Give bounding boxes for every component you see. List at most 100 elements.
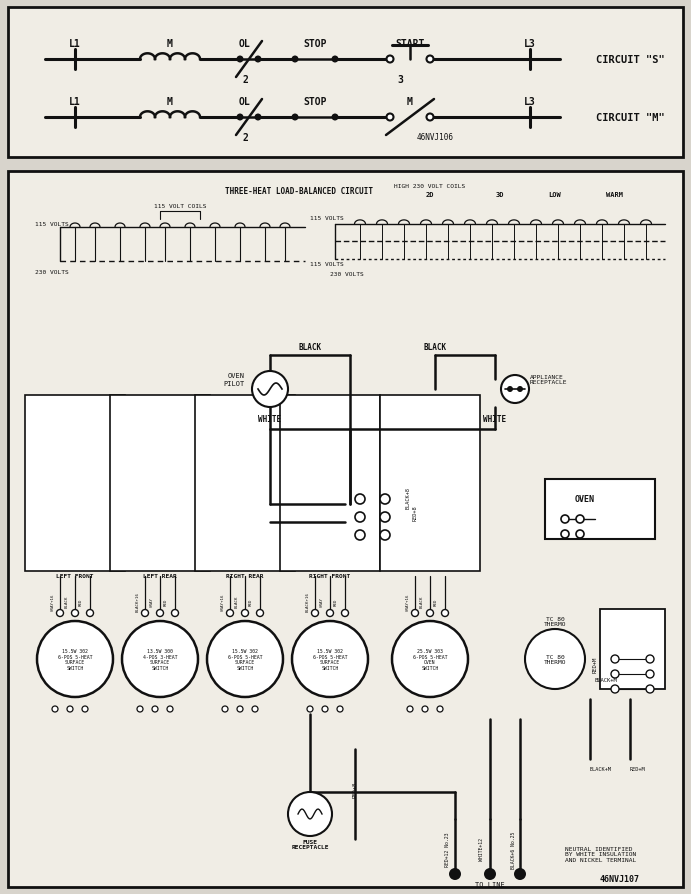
Text: GRAY: GRAY [320, 596, 324, 606]
Circle shape [501, 375, 529, 403]
Text: LEFT FRONT: LEFT FRONT [56, 574, 94, 578]
Text: APPLIANCE
RECEPTACLE: APPLIANCE RECEPTACLE [530, 375, 567, 385]
Text: L3: L3 [524, 39, 536, 49]
Text: 230 VOLTS: 230 VOLTS [35, 269, 68, 274]
Text: TO LINE: TO LINE [475, 881, 505, 887]
Circle shape [254, 56, 261, 63]
Bar [280, 395, 380, 571]
Text: OVEN: OVEN [575, 495, 595, 504]
Circle shape [307, 706, 313, 713]
Text: LEFT REAR: LEFT REAR [143, 574, 177, 578]
Circle shape [332, 56, 339, 63]
Text: RED+8: RED+8 [413, 504, 417, 520]
Text: 115 VOLTS: 115 VOLTS [35, 221, 68, 226]
Text: HIGH 230 VOLT COILS: HIGH 230 VOLT COILS [395, 184, 466, 190]
Circle shape [386, 114, 393, 122]
Text: L1: L1 [69, 39, 81, 49]
Text: BLACK: BLACK [424, 343, 446, 352]
Circle shape [322, 706, 328, 713]
Circle shape [122, 621, 198, 697]
Text: 115 VOLTS: 115 VOLTS [310, 261, 343, 266]
Circle shape [86, 610, 93, 617]
Text: L1: L1 [69, 97, 81, 107]
Circle shape [437, 706, 443, 713]
Circle shape [426, 56, 433, 63]
Text: GRAY+16: GRAY+16 [406, 593, 410, 610]
Bar [25, 395, 125, 571]
Text: BLACK: BLACK [235, 595, 239, 608]
Circle shape [355, 494, 365, 504]
Circle shape [222, 706, 228, 713]
Circle shape [292, 114, 299, 122]
Text: M: M [407, 97, 413, 107]
Text: 15.5W 302
6-POS 5-HEAT
SURFACE
SWITCH: 15.5W 302 6-POS 5-HEAT SURFACE SWITCH [228, 648, 263, 670]
Text: 2D: 2D [426, 192, 434, 198]
Circle shape [341, 610, 348, 617]
Text: RED+8: RED+8 [352, 781, 357, 797]
Text: RED+M: RED+M [630, 767, 645, 772]
Circle shape [380, 530, 390, 540]
Text: FUSE
RECEPTACLE: FUSE RECEPTACLE [291, 839, 329, 849]
Text: WHITE: WHITE [484, 415, 507, 424]
Circle shape [236, 114, 243, 122]
Text: BLACK+16: BLACK+16 [306, 591, 310, 611]
Circle shape [82, 706, 88, 713]
Text: 115 VOLTS: 115 VOLTS [310, 216, 343, 221]
Text: RIGHT REAR: RIGHT REAR [226, 574, 264, 578]
Text: THREE-HEAT LOAD-BALANCED CIRCUIT: THREE-HEAT LOAD-BALANCED CIRCUIT [225, 187, 373, 197]
Circle shape [327, 610, 334, 617]
Text: 15.5W 302
6-POS 5-HEAT
SURFACE
SWITCH: 15.5W 302 6-POS 5-HEAT SURFACE SWITCH [313, 648, 348, 670]
Text: 13.5W 300
4-POS 3-HEAT
SURFACE
SWITCH: 13.5W 300 4-POS 3-HEAT SURFACE SWITCH [143, 648, 178, 670]
Circle shape [386, 56, 393, 63]
Text: TC 80
THERMO: TC 80 THERMO [544, 616, 566, 627]
Text: 15.5W 302
6-POS 5-HEAT
SURFACE
SWITCH: 15.5W 302 6-POS 5-HEAT SURFACE SWITCH [58, 648, 93, 670]
Circle shape [57, 610, 64, 617]
Circle shape [611, 685, 619, 693]
Text: TC 80
THERMO: TC 80 THERMO [544, 654, 566, 664]
Circle shape [252, 706, 258, 713]
Circle shape [237, 706, 243, 713]
Circle shape [392, 621, 468, 697]
Text: M: M [167, 97, 173, 107]
Text: 230 VOLTS: 230 VOLTS [330, 271, 363, 276]
Circle shape [646, 685, 654, 693]
Circle shape [256, 610, 263, 617]
Text: OL: OL [239, 97, 251, 107]
Text: LOW: LOW [549, 192, 561, 198]
Circle shape [37, 621, 113, 697]
Circle shape [71, 610, 79, 617]
Text: RIGHT FRONT: RIGHT FRONT [310, 574, 350, 578]
Circle shape [426, 114, 433, 122]
Text: CIRCUIT "M": CIRCUIT "M" [596, 113, 664, 122]
Text: BLACK+16: BLACK+16 [136, 591, 140, 611]
Circle shape [442, 610, 448, 617]
Text: 46NVJ106: 46NVJ106 [417, 133, 453, 142]
Text: START: START [395, 39, 425, 49]
Text: GRAY+16: GRAY+16 [221, 593, 225, 610]
Text: BLACK: BLACK [299, 343, 321, 352]
Circle shape [137, 706, 143, 713]
Bar [8, 172, 683, 887]
Circle shape [517, 386, 523, 392]
Text: 2: 2 [242, 75, 248, 85]
Circle shape [514, 868, 526, 880]
Text: RED: RED [249, 597, 253, 605]
Circle shape [646, 655, 654, 663]
Circle shape [156, 610, 164, 617]
Text: BLACK+8: BLACK+8 [406, 486, 410, 509]
Circle shape [227, 610, 234, 617]
Circle shape [355, 530, 365, 540]
Text: OVEN
PILOT: OVEN PILOT [224, 373, 245, 386]
Text: OL: OL [239, 39, 251, 49]
Text: WHITE: WHITE [258, 415, 281, 424]
Text: RED+12 No.23: RED+12 No.23 [446, 831, 451, 866]
Text: RED: RED [164, 597, 168, 605]
Circle shape [152, 706, 158, 713]
Text: BLACK: BLACK [420, 595, 424, 608]
Circle shape [52, 706, 58, 713]
Bar [545, 479, 655, 539]
Circle shape [525, 629, 585, 689]
Circle shape [380, 494, 390, 504]
Text: 46NVJ107: 46NVJ107 [600, 874, 640, 883]
Circle shape [67, 706, 73, 713]
